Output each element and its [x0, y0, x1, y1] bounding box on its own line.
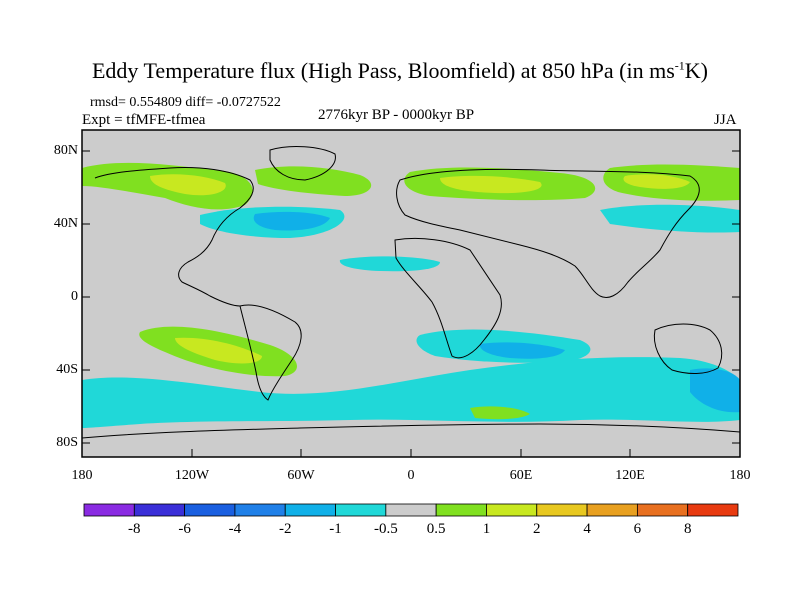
colorbar-label: -4	[228, 521, 242, 537]
coastlines	[82, 146, 740, 439]
colorbar-label: 1	[482, 521, 491, 537]
lat-label-80n: 80N	[53, 143, 78, 158]
colorbar-label: -1	[329, 521, 342, 537]
positive-anomaly-eurasia-core	[440, 175, 542, 194]
colorbar	[83, 503, 739, 517]
colorbar-swatch	[687, 503, 739, 517]
chart-title: Eddy Temperature flux (High Pass, Bloomf…	[91, 58, 708, 83]
south-america-coast	[239, 304, 302, 401]
africa-coast	[394, 237, 502, 359]
negative-anomaly-atlantic-core	[253, 211, 330, 231]
north-america-coast	[94, 167, 254, 307]
colorbar-label: 8	[683, 521, 692, 537]
colorbar-label: 4	[583, 521, 591, 537]
lon-label-180e: 180	[729, 468, 751, 483]
positive-anomaly-spacific-core	[175, 337, 262, 364]
colorbar-swatch	[133, 503, 186, 517]
negative-anomaly-indian-core	[479, 342, 565, 359]
colorbar-swatch	[486, 503, 538, 517]
negative-anomaly-pacific	[600, 204, 740, 233]
colorbar-swatch	[335, 503, 387, 517]
lon-label-60e: 60E	[509, 468, 533, 483]
stats-label: rmsd= 0.554809 diff= -0.0727522	[90, 95, 281, 110]
colorbar-swatch	[636, 503, 689, 517]
colorbar-swatch	[234, 503, 286, 517]
positive-anomaly-southern	[470, 406, 530, 420]
negative-anomaly-australia	[690, 368, 740, 413]
greenland-coast	[269, 146, 336, 181]
positive-anomaly-atlantic	[255, 166, 372, 196]
colorbar-swatch	[536, 503, 588, 517]
colorbar-label: 6	[633, 521, 642, 537]
eurasia-coast	[396, 168, 700, 298]
colorbar-swatch	[586, 503, 638, 517]
negative-anomaly-sahara	[339, 256, 440, 272]
lat-label-0: 0	[71, 289, 78, 304]
colorbar-swatch	[184, 503, 236, 517]
season-label: JJA	[714, 112, 737, 128]
colorbar-swatch	[385, 503, 437, 517]
antarctica-coast	[82, 423, 740, 439]
lat-label-40n: 40N	[53, 216, 78, 231]
colorbar-swatch	[435, 503, 487, 517]
positive-anomaly-asia-core	[623, 174, 690, 189]
lat-label-40s: 40S	[56, 362, 78, 377]
negative-anomaly-southern-ocean	[82, 357, 740, 428]
colorbar-label: -8	[128, 521, 141, 537]
period-label: 2776kyr BP - 0000kyr BP	[318, 107, 475, 123]
australia-coast	[653, 323, 723, 374]
lon-label-180w: 180	[71, 468, 93, 483]
colorbar-swatch	[284, 503, 336, 517]
colorbar-label: 0.5	[426, 521, 446, 537]
colorbar-label: 2	[533, 521, 541, 537]
axis-ticks	[82, 150, 740, 457]
colorbar-label: -0.5	[373, 521, 398, 537]
colorbar-label: -2	[278, 521, 292, 537]
lat-label-80s: 80S	[56, 435, 78, 450]
lon-label-120w: 120W	[174, 468, 210, 483]
lon-label-0: 0	[407, 468, 415, 483]
anomaly-fields	[82, 162, 740, 428]
lon-label-60w: 60W	[287, 468, 315, 483]
colorbar-label: -6	[178, 521, 191, 537]
positive-anomaly-na-core	[150, 174, 226, 196]
colorbar-swatch	[83, 503, 135, 517]
lon-label-120e: 120E	[615, 468, 645, 483]
experiment-label: Expt = tfMFE-tfmea	[82, 112, 206, 128]
